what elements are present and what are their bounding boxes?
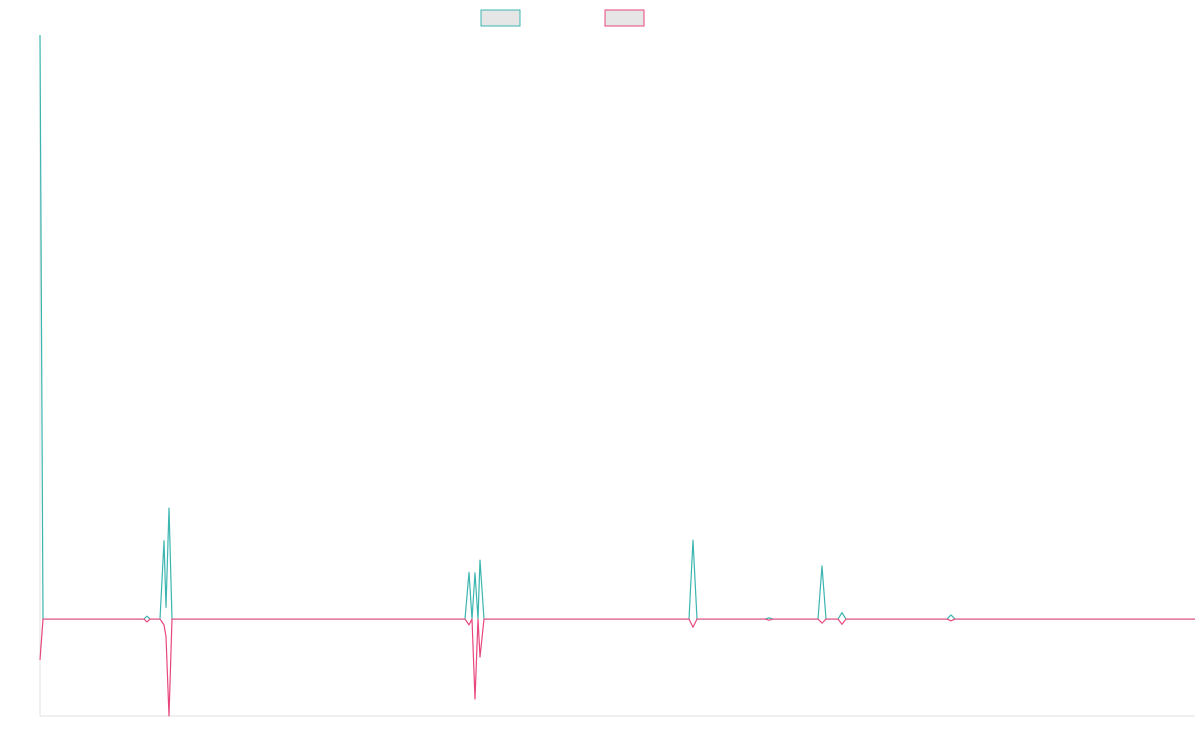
line-series xyxy=(39,34,1195,620)
legend-swatch[interactable] xyxy=(480,9,521,27)
legend-swatch[interactable] xyxy=(604,9,645,27)
line-series xyxy=(39,618,1195,717)
